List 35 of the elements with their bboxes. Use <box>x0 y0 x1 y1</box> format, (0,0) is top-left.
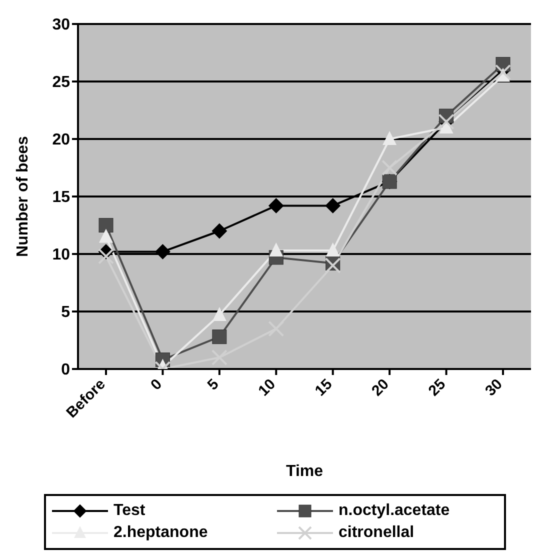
point <box>495 64 511 80</box>
point <box>325 198 340 214</box>
point <box>212 306 226 321</box>
point <box>382 160 398 176</box>
point <box>324 258 341 274</box>
x-tick-label: 25 <box>425 376 450 400</box>
y-tick-label: 20 <box>52 132 70 149</box>
point <box>212 330 227 344</box>
x-tick-label: 5 <box>204 376 222 394</box>
y-tick-label: 30 <box>52 16 70 34</box>
x-tick-label: 20 <box>368 376 392 400</box>
y-axis-title: Number of bees <box>14 136 32 257</box>
point <box>269 242 284 257</box>
legend-label: n.octyl.acetate <box>338 502 450 520</box>
point <box>212 224 227 238</box>
x-tick-label: 10 <box>255 376 279 400</box>
point <box>382 131 397 145</box>
x-tick-label: 15 <box>312 376 336 400</box>
y-tick-label: 25 <box>52 74 70 92</box>
point <box>98 248 114 264</box>
legend-label: Test <box>114 502 146 520</box>
y-tick-label: 5 <box>61 304 70 322</box>
point <box>98 218 114 232</box>
point <box>268 198 284 214</box>
y-tick-label: 10 <box>52 246 70 264</box>
x-tick-label: 0 <box>148 376 166 394</box>
legend-label: citronellal <box>338 524 414 542</box>
y-tick-label: 15 <box>52 189 70 206</box>
point <box>99 228 113 243</box>
x-axis-title: Time <box>286 463 324 480</box>
legend-label: 2.heptanone <box>114 524 208 542</box>
x-tick-label: 30 <box>482 376 506 400</box>
point <box>155 244 170 260</box>
y-tick-label: 0 <box>61 362 70 379</box>
point <box>326 242 340 257</box>
